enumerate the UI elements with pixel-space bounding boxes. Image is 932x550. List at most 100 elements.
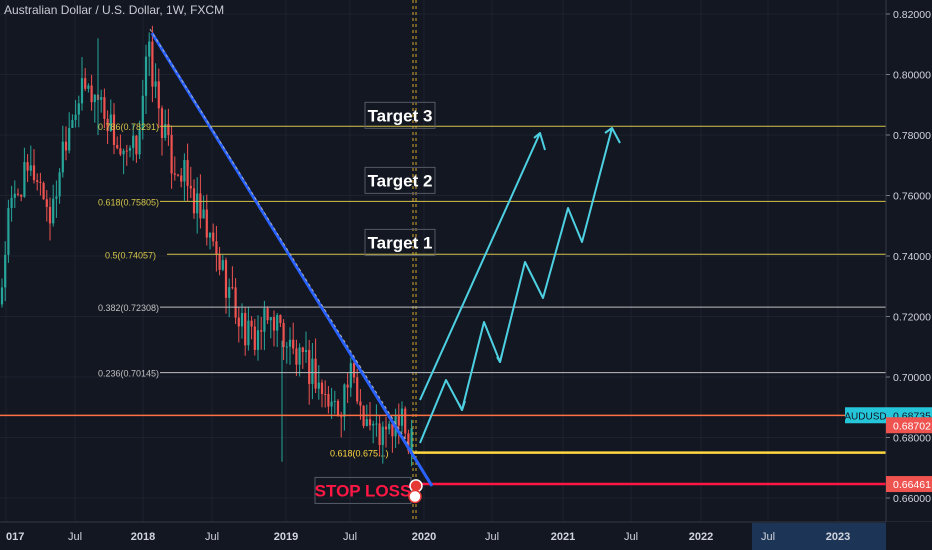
candle-body [13,193,16,198]
time-tick-label: Jul [761,531,775,543]
candle-body [186,160,189,186]
candle-body [39,181,42,183]
candle-body [320,382,324,394]
candle-body [125,150,128,152]
candle-body [368,419,372,426]
candle-body [397,416,400,426]
candle-body [317,382,320,389]
candle-body [16,193,20,195]
candle-body [330,401,333,407]
price-tick-label: 0.72000 [893,312,931,324]
candle-body [359,401,362,406]
candle-body [218,253,221,270]
candle-body [263,308,266,332]
corner-box [886,522,932,550]
price-tick-label: 0.70000 [893,372,931,384]
time-tick-label: 2019 [274,531,298,543]
target-box [364,228,436,256]
fib-level-label: 0.618(0.675...) [330,449,389,459]
candle-body [410,428,413,451]
time-tick-label: Jul [68,531,82,543]
candle-body [288,339,292,347]
time-tick-label: 2018 [131,531,155,543]
time-tick-label: Jul [205,531,219,543]
candle-body [384,426,388,430]
candle-body [308,350,311,384]
stop-loss-label: STOP LOSS [315,481,412,500]
candle-body [269,317,272,321]
candle-body [80,78,84,104]
candle-body [132,135,135,148]
time-tick-label: 2020 [412,531,436,543]
candle-body [26,162,29,171]
candle-body [237,317,240,327]
candle-body [144,56,148,96]
candle-body [333,400,336,402]
candle-body [304,350,308,352]
target-label: Target 3 [368,106,433,125]
candle-body [375,423,378,425]
candle-body [356,377,359,402]
candle-body [352,363,356,378]
candle-body [228,287,231,298]
fib-level-label: 0.236(0.70145) [98,369,159,379]
candle-body [7,207,10,255]
candle-body [208,232,212,238]
candle-body [221,260,224,270]
candle-body [36,180,39,182]
candle-body [311,358,314,384]
candle-body [42,182,45,200]
candle-body [365,419,368,426]
candle-body [224,260,228,298]
time-tick-label: Jul [343,531,357,543]
candle-body [231,287,234,289]
candle-body [103,97,106,119]
candle-body [234,287,237,318]
candle-body [340,416,343,418]
candle-body [295,348,298,365]
candle-body [381,426,384,446]
candle-body [298,347,301,365]
candle-body [45,199,48,207]
candle-body [272,317,276,331]
candle-body [74,114,77,121]
candle-body [256,330,260,350]
candle-body [23,162,26,197]
candle-body [404,408,407,434]
price-tick-label: 0.68000 [893,433,931,445]
candle-body [135,135,138,155]
candle-body [266,308,269,321]
target-box [364,101,436,129]
price-badge [886,417,932,434]
candle-body [260,330,263,332]
trendline [150,32,434,487]
candle-body [349,363,352,388]
symbol-badge [845,407,886,424]
candle-body [282,323,285,347]
candle-body [192,188,196,214]
candle-body [250,320,253,327]
stop-loss-box [314,476,412,504]
candle-body [170,135,173,174]
candle-body [244,312,247,346]
projection-arrows [419,127,621,444]
candle-body [52,198,55,224]
candle-body [173,173,176,175]
price-tick-label: 0.82000 [893,9,931,21]
flag-marker [408,489,422,504]
candle-body [212,232,215,242]
candle-body [407,433,410,451]
time-tick-label: 2022 [689,531,713,543]
trendline-dashed [149,28,411,447]
price-badge-value: 0.66461 [893,479,931,491]
candle-body [199,193,202,219]
fib-level-label: 0.786(0.78291) [98,122,159,132]
target-box [364,166,436,194]
time-tick-label: 2021 [551,531,575,543]
candle-body [388,423,391,430]
candle-body [87,85,90,89]
candle-body [400,408,404,426]
candle-body [247,320,250,346]
